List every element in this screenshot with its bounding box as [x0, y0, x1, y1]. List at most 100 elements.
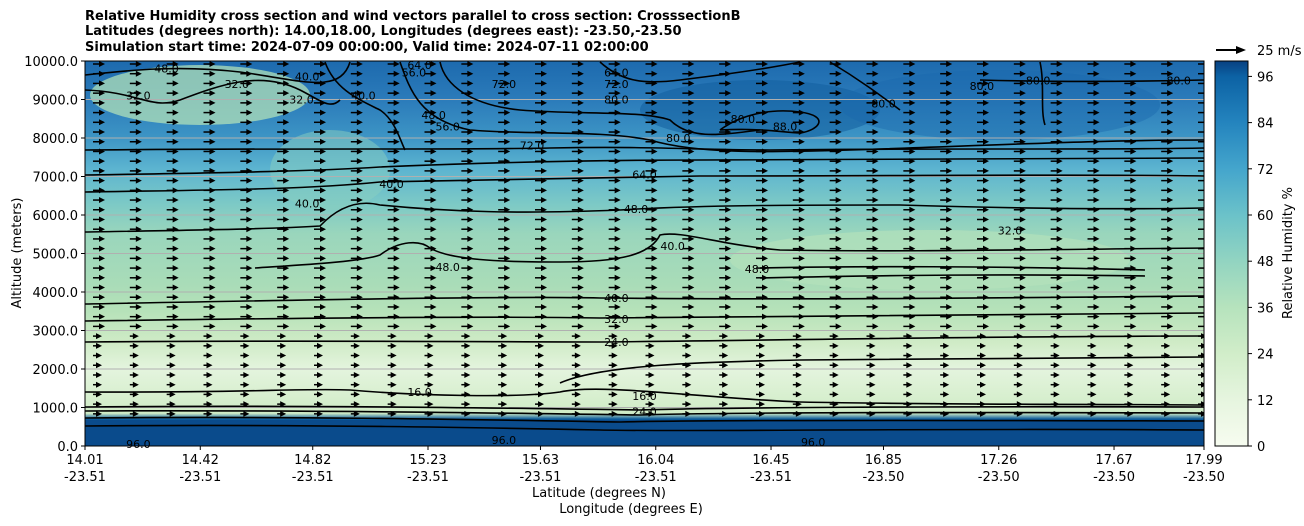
wind-vector-head — [762, 99, 768, 106]
wind-vector-head — [651, 294, 658, 301]
wind-vector-head — [1056, 177, 1063, 184]
wind-vector-head — [169, 362, 176, 369]
wind-vector-head — [1016, 352, 1023, 359]
wind-vector-head — [172, 274, 179, 281]
wind-vector-head — [725, 206, 732, 213]
wind-vector-head — [1204, 255, 1210, 261]
wind-vector-head — [1019, 61, 1026, 67]
wind-vector-head — [651, 158, 658, 165]
wind-vector-head — [1130, 109, 1137, 116]
wind-vector-head — [1093, 197, 1100, 204]
wind-vector-head — [390, 401, 397, 408]
wind-vector-head — [393, 235, 400, 242]
wind-vector-head — [725, 158, 732, 165]
wind-vector-head — [798, 70, 805, 77]
wind-vector-head — [209, 129, 216, 136]
wind-vector-head — [1167, 226, 1174, 233]
wind-vector-head — [835, 129, 842, 136]
wind-vector-head — [1130, 226, 1137, 233]
wind-vector-head — [246, 284, 253, 291]
wind-vector-head — [980, 401, 986, 408]
wind-vector-head — [1093, 206, 1100, 213]
wind-vector-head — [280, 371, 287, 378]
wind-vector-head — [135, 109, 142, 116]
wind-vector-head — [353, 352, 360, 359]
wind-vector-head — [725, 187, 732, 194]
wind-vector-head — [611, 362, 618, 369]
wind-vector-head — [688, 80, 695, 87]
wind-vector-head — [1056, 138, 1063, 145]
wind-vector-head — [243, 371, 250, 378]
wind-vector-head — [648, 342, 655, 349]
wind-vector-head — [1019, 226, 1026, 233]
x-tick-label-lon: -23.50 — [863, 470, 905, 485]
wind-vector-head — [725, 245, 732, 252]
wind-vector-head — [246, 313, 253, 320]
wind-vector-head — [1127, 362, 1134, 369]
wind-vector-head — [614, 109, 621, 116]
wind-vector-head — [906, 352, 913, 359]
wind-vector-head — [317, 410, 323, 417]
wind-vector-head — [464, 381, 471, 388]
wind-vector-head — [464, 333, 471, 340]
wind-vector-head — [430, 294, 437, 301]
wind-vector-head — [280, 401, 287, 408]
wind-vector-head — [132, 333, 139, 340]
colorbar-tick-label: 48 — [1257, 255, 1274, 270]
wind-vector-head — [832, 381, 839, 388]
wind-vector-head — [243, 352, 250, 359]
wind-vector-head — [1090, 371, 1097, 378]
wind-vector-head — [430, 216, 437, 223]
quiver-key-label: 25 m/s — [1257, 44, 1302, 59]
wind-vector-head — [467, 129, 474, 136]
y-tick-label: 0.0 — [57, 440, 78, 455]
wind-vector-head — [504, 187, 511, 194]
wind-vector-head — [320, 138, 326, 145]
chart-title-line-1: Relative Humidity cross section and wind… — [85, 9, 741, 24]
wind-vector-head — [1056, 303, 1063, 310]
wind-vector-head — [614, 177, 621, 184]
wind-vector-head — [906, 371, 913, 378]
colorbar-tick-label: 84 — [1257, 117, 1274, 132]
wind-vector-head — [172, 90, 179, 97]
wind-vector-head — [651, 255, 658, 262]
wind-vector-head — [651, 235, 658, 242]
wind-vector-head — [983, 294, 989, 301]
wind-vector-head — [393, 138, 400, 145]
wind-vector-head — [390, 391, 397, 398]
wind-vector-head — [135, 323, 142, 330]
wind-vector-head — [1016, 342, 1023, 349]
wind-vector-head — [577, 158, 584, 165]
wind-vector-head — [1130, 284, 1137, 291]
wind-vector-head — [759, 333, 765, 340]
wind-vector-head — [832, 401, 839, 408]
wind-vector-head — [283, 197, 290, 204]
wind-vector-head — [614, 187, 621, 194]
wind-vector-head — [872, 274, 879, 281]
wind-vector-head — [943, 371, 950, 378]
wind-vector-head — [762, 138, 768, 145]
wind-vectors — [93, 61, 1210, 417]
wind-vector-head — [430, 197, 437, 204]
wind-vector-head — [795, 371, 802, 378]
wind-vector-head — [1056, 255, 1063, 262]
wind-vector-head — [906, 381, 913, 388]
colorbar-ticks: 0 12 24 36 48 60 72 84 96 — [1248, 70, 1274, 455]
wind-vector-head — [246, 265, 253, 272]
wind-vector-head — [541, 216, 547, 223]
wind-vector-head — [651, 90, 658, 97]
wind-vector-head — [320, 265, 326, 272]
wind-vector-head — [1130, 61, 1137, 67]
wind-vector-head — [1090, 401, 1097, 408]
wind-vector-head — [577, 274, 584, 281]
wind-vector-head — [135, 80, 142, 87]
wind-vector-head — [943, 333, 950, 340]
wind-vector-head — [209, 109, 216, 116]
wind-vector-head — [872, 177, 879, 184]
wind-vector-head — [430, 90, 437, 97]
wind-vector-head — [835, 119, 842, 126]
wind-vector-head — [1093, 119, 1100, 126]
wind-vector-head — [280, 333, 287, 340]
wind-vector-head — [1056, 90, 1063, 97]
wind-vector-head — [1019, 80, 1026, 87]
